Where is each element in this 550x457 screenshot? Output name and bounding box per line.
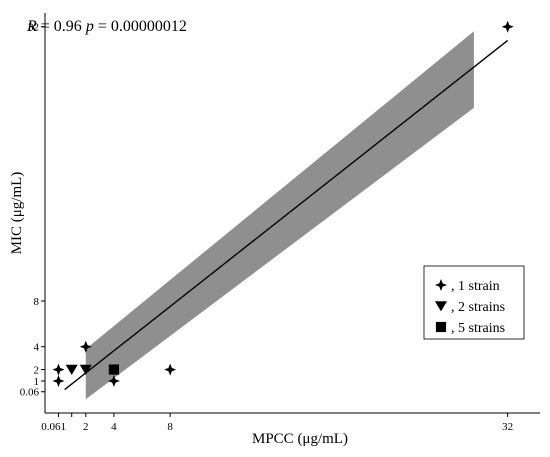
y-tick-label: 1 bbox=[34, 376, 40, 388]
y-tick-label: 8 bbox=[34, 296, 40, 308]
regression-line bbox=[64, 39, 509, 391]
data-point-star bbox=[52, 375, 65, 387]
legend-label: , 1 strain bbox=[451, 279, 500, 294]
y-tick-label: 2 bbox=[34, 365, 40, 377]
legend-marker-star bbox=[435, 279, 447, 291]
data-point-star bbox=[107, 375, 120, 387]
data-point-star bbox=[164, 363, 177, 376]
data-point-square bbox=[108, 364, 120, 375]
data-point-star bbox=[501, 20, 514, 33]
p-symbol: p bbox=[85, 18, 94, 35]
r-symbol: R bbox=[26, 18, 37, 35]
legend-marker-square bbox=[435, 321, 447, 333]
data-point-star bbox=[79, 340, 92, 353]
legend-marker-triangle-down bbox=[435, 301, 447, 312]
y-axis-title: MIC (μg/mL) bbox=[9, 172, 25, 255]
fit-line-layer bbox=[64, 39, 509, 391]
x-tick-label: 32 bbox=[502, 421, 513, 433]
data-point-star bbox=[52, 363, 65, 376]
point-layer bbox=[52, 20, 514, 387]
legend-label: , 5 strains bbox=[451, 321, 505, 336]
p-value: = 0.00000012 bbox=[94, 18, 187, 35]
stat-annotation: R = 0.96 p = 0.00000012 bbox=[26, 18, 187, 35]
y-tick-label: 32 bbox=[28, 22, 39, 34]
y-tick-label: 0.06 bbox=[20, 387, 40, 399]
x-tick-label: 4 bbox=[111, 421, 117, 433]
x-axis-title: MPCC (μg/mL) bbox=[252, 431, 348, 447]
data-point-triangle-down bbox=[65, 364, 78, 375]
confidence-band-layer bbox=[85, 31, 474, 400]
data-point-triangle-down bbox=[79, 364, 92, 375]
x-tick-label: 2 bbox=[83, 421, 89, 433]
r-value: = 0.96 bbox=[37, 18, 86, 35]
legend: , 1 strain , 2 strains , 5 strains bbox=[423, 265, 525, 340]
legend-label: , 2 strains bbox=[451, 300, 505, 315]
x-tick-label: 0.06 bbox=[41, 421, 61, 433]
y-tick-label: 4 bbox=[34, 342, 40, 354]
x-tick-label: 8 bbox=[167, 421, 173, 433]
confidence-band bbox=[85, 31, 474, 400]
x-tick-label: 1 bbox=[61, 421, 67, 433]
